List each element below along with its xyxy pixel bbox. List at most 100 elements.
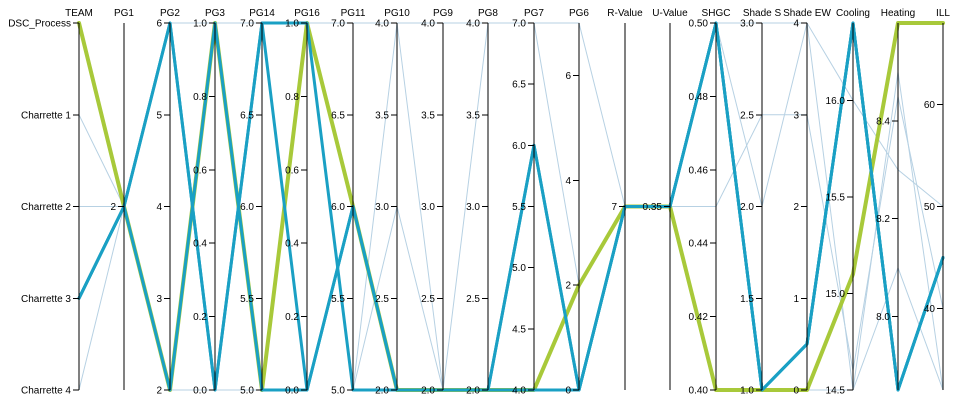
axis-title: R-Value (607, 8, 643, 19)
axis-pg6: PG6 0 2 4 6 (565, 8, 589, 397)
tick-label: 5.5 (331, 294, 345, 305)
tick-label: 7.0 (240, 19, 254, 30)
tick-label: 2.5 (466, 294, 480, 305)
tick-label: 7.0 (512, 19, 526, 30)
axis-title: Shade EW (783, 8, 831, 19)
axis-title: PG2 (160, 8, 180, 19)
tick-label: 15.0 (826, 289, 846, 300)
axis-pg9: PG9 2.0 2.5 3.0 3.5 4.0 (421, 8, 453, 397)
tick-label: 2 (156, 386, 162, 397)
axis-pg3: PG3 0.0 0.2 0.4 0.6 0.8 1.0 (193, 8, 225, 397)
tick-label: 2 (110, 202, 116, 213)
tick-label: 0.50 (689, 19, 709, 30)
axis-shgc: SHGC 0.40 0.42 0.44 0.46 0.48 0.50 (689, 8, 731, 397)
axis-title: PG11 (341, 8, 366, 19)
axis-title: PG7 (524, 8, 544, 19)
tick-label: 6.5 (331, 110, 345, 121)
tick-label: 4 (156, 202, 162, 213)
tick-label: 3.0 (740, 19, 754, 30)
axis-title: Heating (881, 8, 915, 19)
axis-title: PG1 (114, 8, 134, 19)
tick-label: 5.5 (240, 294, 254, 305)
tick-label: 7.0 (331, 19, 345, 30)
tick-label: 0.8 (193, 92, 207, 103)
axis-title: Shade S (743, 8, 782, 19)
tick-label: 3.0 (421, 202, 435, 213)
axis-pg14: PG14 5.0 5.5 6.0 6.5 7.0 (240, 8, 275, 397)
tick-label: 3.5 (375, 110, 389, 121)
tick-label: 6 (156, 19, 162, 30)
tick-label: 0.0 (285, 386, 299, 397)
tick-label: 14.5 (826, 386, 846, 397)
axis-pg8: PG8 2.0 2.5 3.0 3.5 4.0 (466, 8, 498, 397)
tick-label: 4.0 (466, 19, 480, 30)
axis-title: SHGC (702, 8, 731, 19)
tick-label: 5.0 (331, 386, 345, 397)
axis-pg2: PG2 2 3 4 5 6 (156, 8, 180, 397)
tick-label: 0.4 (285, 239, 299, 250)
axis-heating: Heating 8.0 8.2 8.4 (876, 8, 915, 390)
tick-label: 2.0 (375, 386, 389, 397)
tick-label: 1.0 (285, 19, 299, 30)
tick-label: 6.5 (512, 80, 526, 91)
tick-label: 5.5 (512, 202, 526, 213)
tick-label: 4.0 (421, 19, 435, 30)
axis-u-value: U-Value 0.35 (643, 8, 688, 390)
tick-label: 0.44 (689, 239, 709, 250)
tick-label: 0 (565, 386, 571, 397)
tick-label: 2 (565, 281, 571, 292)
tick-label: 0.42 (689, 312, 709, 323)
tick-label: 16.0 (826, 96, 846, 107)
axis-title: PG6 (569, 8, 589, 19)
tick-label: 0.8 (285, 92, 299, 103)
axis-title: Cooling (836, 8, 870, 19)
tick-label: 3 (793, 110, 799, 121)
tick-label: 0.2 (193, 312, 207, 323)
highlighted-series-line-4 (77, 21, 945, 392)
tick-label: Charrette 1 (21, 110, 71, 121)
tick-label: Charrette 3 (21, 294, 71, 305)
axis-shade-ew: Shade EW 0 1 2 3 4 (783, 8, 831, 397)
tick-label: 2.5 (375, 294, 389, 305)
axis-title: PG14 (249, 8, 275, 19)
tick-label: 3.5 (466, 110, 480, 121)
tick-label: 1 (793, 294, 799, 305)
axis-pg7: PG7 4.0 4.5 5.0 5.5 6.0 6.5 7.0 (512, 8, 544, 397)
tick-label: 0.4 (193, 239, 207, 250)
tick-label: 3 (156, 294, 162, 305)
tick-label: 3.5 (421, 110, 435, 121)
tick-label: 0.46 (689, 165, 709, 176)
tick-label: 4.5 (512, 324, 526, 335)
axis-title: U-Value (652, 8, 688, 19)
tick-label: 4.0 (512, 386, 526, 397)
tick-label: 2.0 (740, 202, 754, 213)
axis-title: PG9 (433, 8, 453, 19)
tick-label: 6.0 (240, 202, 254, 213)
tick-label: 2.0 (421, 386, 435, 397)
axis-pg1: PG1 2 (110, 8, 134, 390)
tick-label: 6 (565, 71, 571, 82)
tick-label: Charrette 2 (21, 202, 71, 213)
axis-shade-s: Shade S 1.0 1.5 2.0 2.5 3.0 (740, 8, 781, 397)
axis-r-value: R-Value 7 (607, 8, 643, 390)
tick-label: 6.0 (512, 141, 526, 152)
axis-pg11: PG11 5.0 5.5 6.0 6.5 7.0 (331, 8, 366, 397)
axis-title: PG10 (384, 8, 410, 19)
tick-label: 2.5 (740, 110, 754, 121)
tick-label: 5.0 (512, 263, 526, 274)
tick-label: 0.6 (285, 165, 299, 176)
tick-label: 0.6 (193, 165, 207, 176)
tick-label: 4 (565, 176, 571, 187)
tick-label: 0.40 (689, 386, 709, 397)
tick-label: 2 (793, 202, 799, 213)
tick-label: 4 (793, 19, 799, 30)
tick-label: DSC_Process (8, 19, 71, 30)
axis-title: PG8 (478, 8, 498, 19)
tick-label: 8.0 (876, 312, 890, 323)
tick-label: 2.0 (466, 386, 480, 397)
tick-label: 8.2 (876, 214, 890, 225)
axis-ill: ILL 40 50 60 (924, 8, 950, 390)
highlighted-lines (77, 21, 945, 392)
